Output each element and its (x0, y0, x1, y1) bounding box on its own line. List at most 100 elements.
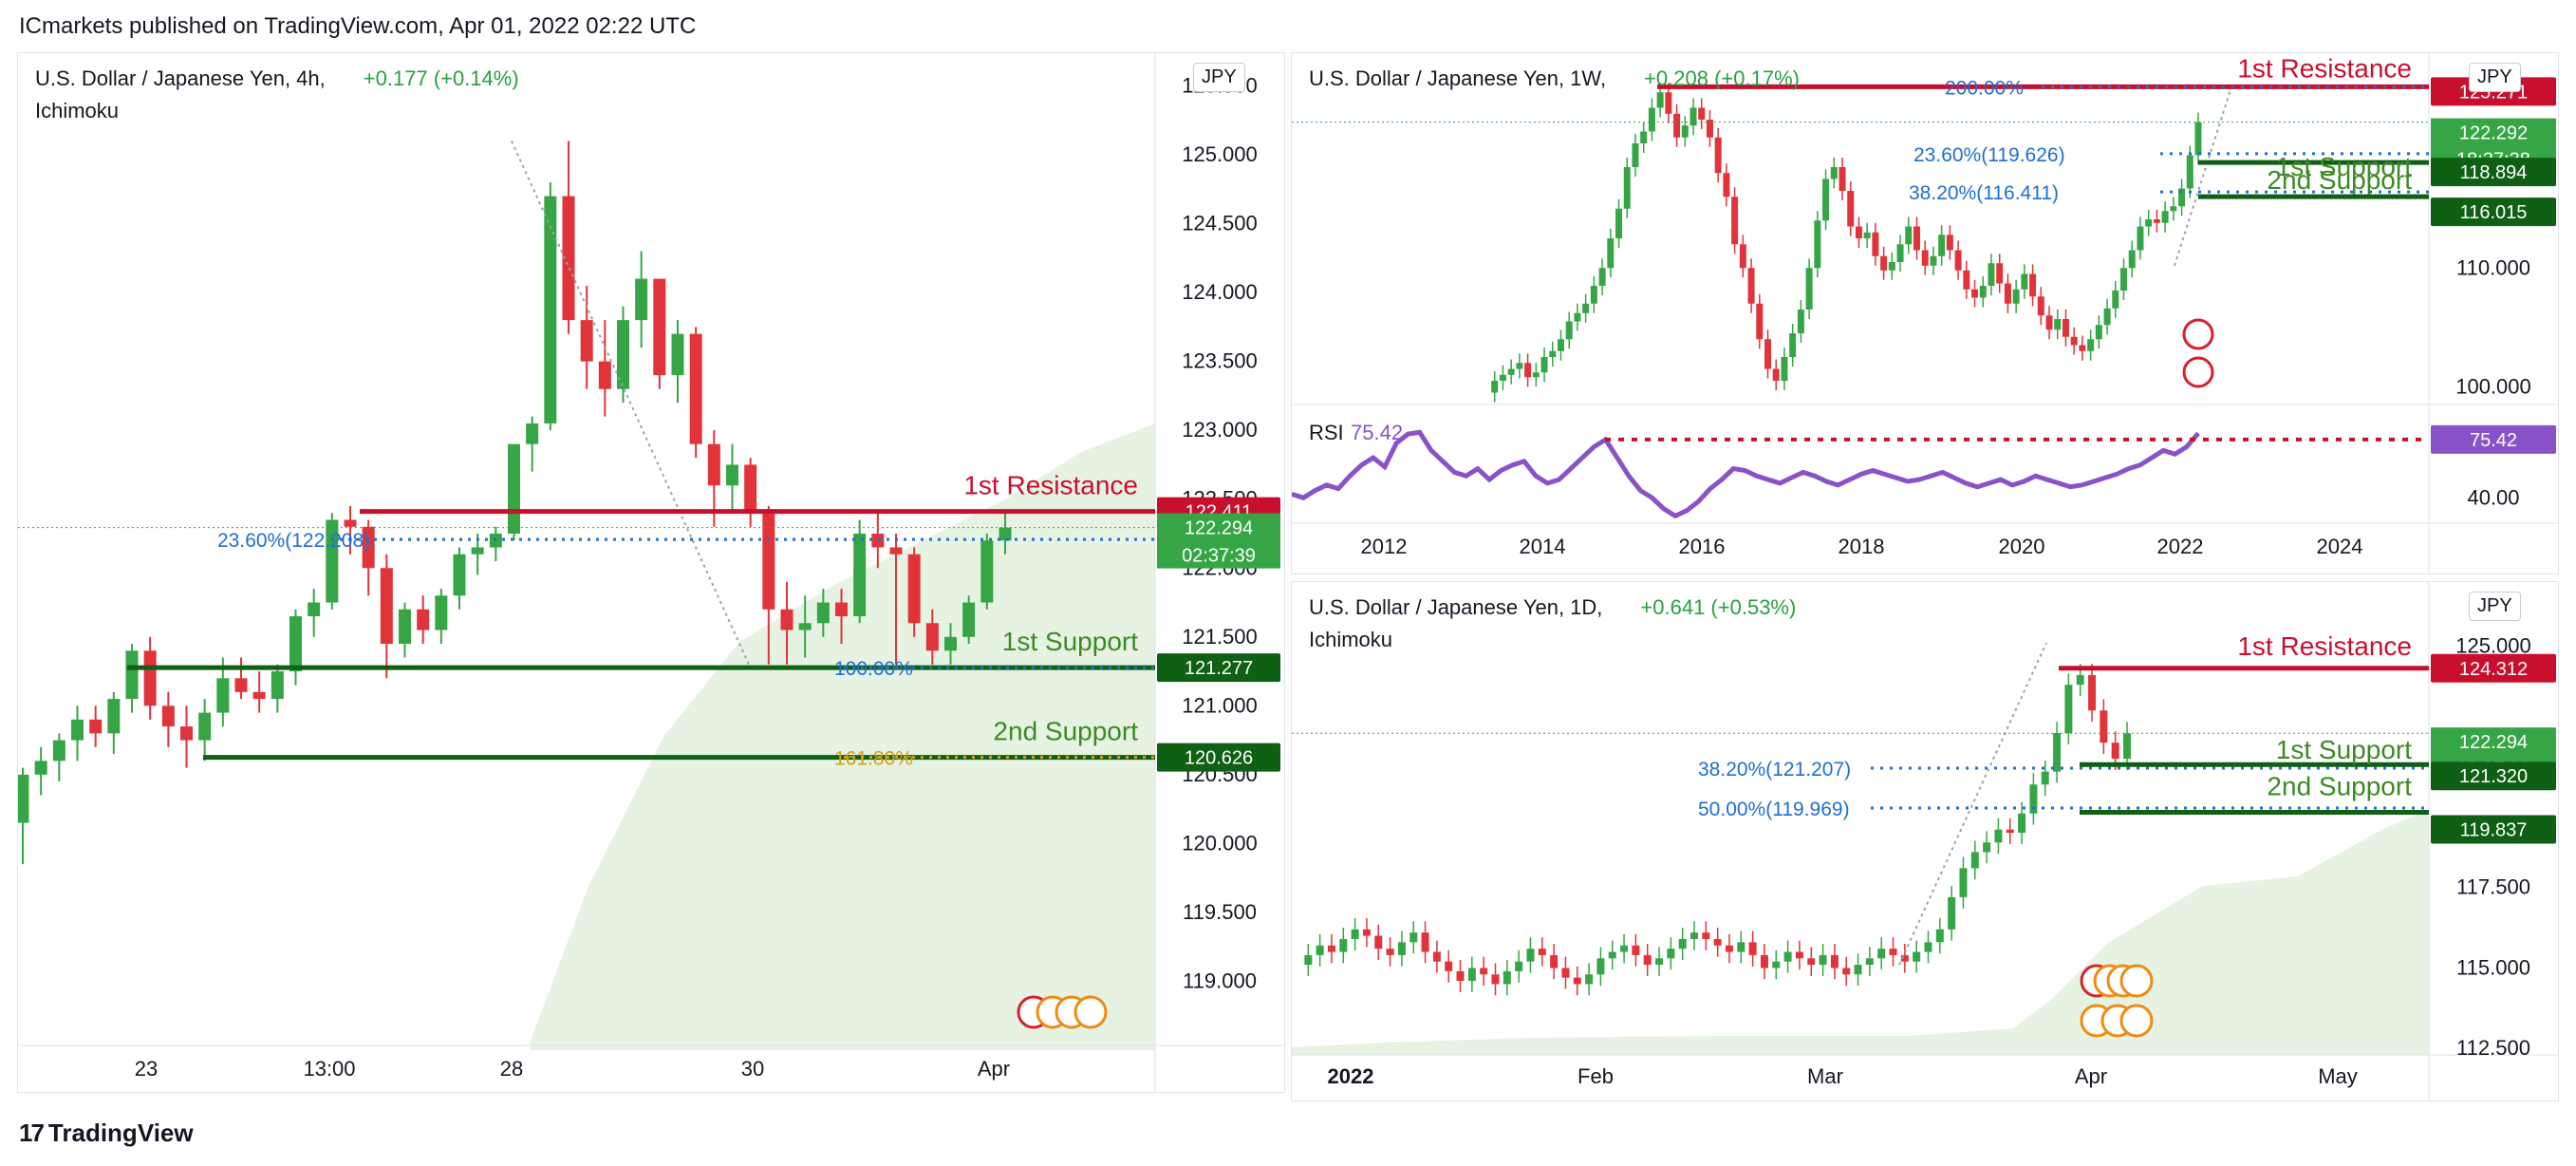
candle-body (1499, 374, 1506, 381)
y-tick-label: 124.500 (1182, 212, 1258, 235)
chart-panel-4h[interactable]: 125.500125.000124.500124.000123.500123.0… (17, 52, 1285, 1093)
level-price-tag: 116.015 (2460, 202, 2528, 223)
candle-body (635, 278, 648, 321)
legend-indicator: Ichimoku (1309, 628, 1393, 651)
candle-body (2161, 211, 2169, 223)
candle-body (362, 526, 375, 569)
candle-body (1480, 968, 1488, 975)
candle-body (1795, 951, 1803, 959)
fib-label: 200.00% (1945, 77, 2024, 99)
candle-body (1615, 208, 1623, 238)
level-label: 1st Resistance (963, 471, 1138, 500)
candle-body (1983, 842, 1991, 853)
candle-body (2079, 345, 2086, 351)
tradingview-logo-text: TradingView (47, 1119, 194, 1147)
candle-body (1805, 268, 1813, 310)
legend-change: +0.177 (+0.14%) (363, 66, 519, 90)
candle-body (1550, 954, 1559, 969)
candle-body (1731, 197, 1739, 245)
candle-body (380, 568, 393, 645)
candle-body (1632, 945, 1640, 955)
candle-body (1847, 191, 1855, 227)
candle-body (689, 333, 702, 444)
x-tick-label: Feb (1577, 1064, 1614, 1088)
candle-body (1913, 226, 1920, 251)
candle-body (1842, 968, 1851, 975)
candle-body (1963, 270, 1970, 290)
candle-body (1948, 896, 1956, 930)
y-tick-label: 124.000 (1182, 280, 1258, 304)
candle-body (1797, 310, 1804, 333)
last-price-tag-bg (1157, 513, 1280, 569)
candle-body (1339, 938, 1348, 952)
x-tick-label: 2016 (1679, 535, 1726, 558)
fib-guide-line (1898, 642, 2047, 966)
currency-button[interactable]: JPY (1193, 63, 1245, 92)
y-tick-label: 125.000 (1182, 142, 1258, 166)
level-price-tag-bg (1157, 653, 1280, 683)
candle-body (417, 609, 430, 630)
level-label: 1st Support (1002, 627, 1138, 656)
level-price-tag-bg (2431, 653, 2556, 683)
chart-panel-1w[interactable]: 110.000 100.000 2012 2014 2016 2018 2020 2022 20… (1291, 52, 2559, 574)
candle-body (1632, 143, 1639, 167)
candle-body (34, 761, 47, 775)
us-flag-icon (2182, 356, 2214, 388)
candle-body (1596, 958, 1605, 975)
candle-body (1888, 262, 1895, 271)
level-price-tag: 120.626 (1185, 748, 1253, 769)
currency-button[interactable]: JPY (2469, 63, 2521, 92)
candle-body (2062, 319, 2069, 337)
candle-body (2037, 296, 2044, 316)
candle-body (1561, 968, 1570, 978)
x-tick-label: 2012 (1361, 535, 1408, 558)
candle-body (1665, 92, 1672, 114)
candle-body (1713, 938, 1722, 946)
level-label: 2nd Support (2267, 165, 2412, 195)
y-tick-label: 110.000 (2456, 255, 2530, 279)
candle-body (399, 609, 411, 645)
candle-body (1557, 339, 1564, 351)
candle-body (671, 333, 684, 376)
candle-body (1574, 312, 1581, 322)
x-tick-label: 2020 (1999, 535, 2045, 558)
fib-label: 23.60%(119.626) (1913, 144, 2065, 166)
candle-body (1819, 954, 1827, 966)
candle-body (2018, 813, 2026, 834)
y-tick-label: 121.500 (1182, 625, 1258, 649)
candle-body (1582, 303, 1590, 313)
chart-1w[interactable]: 110.000 100.000 2012 2014 2016 2018 2020 2022 20… (1292, 53, 2558, 574)
chart-4h[interactable]: 125.500125.000124.500124.000123.500123.0… (18, 53, 1284, 1092)
candle-body (1706, 120, 1713, 138)
y-tick-label: 123.500 (1182, 349, 1258, 373)
currency-button[interactable]: JPY (2469, 592, 2521, 621)
level-price-tag-bg (2431, 815, 2556, 844)
tradingview-logo[interactable]: 17 TradingView (19, 1119, 194, 1148)
level-label: 1st Support (2276, 735, 2412, 764)
candle-body (1913, 951, 1921, 962)
fib-label: 38.20%(116.411) (1909, 182, 2059, 204)
chart-panel-1d[interactable]: 125.000 117.500 115.000 112.500 2022 Feb Mar Ap… (1291, 581, 2559, 1101)
x-tick-label: 2022 (2157, 535, 2204, 558)
candle-body (962, 602, 976, 637)
candle-body (1524, 363, 1532, 378)
candle-body (1590, 286, 1597, 304)
candle-body (2170, 206, 2177, 212)
candle-body (1540, 357, 1548, 373)
candle-body (526, 423, 539, 444)
candle-body (853, 533, 867, 617)
candle-body (1930, 255, 1937, 266)
y-tick-label: 112.500 (2456, 1036, 2530, 1060)
candle-body (726, 464, 738, 486)
candle-body (580, 320, 593, 362)
candle-body (1725, 945, 1733, 952)
candle-body (234, 678, 248, 692)
fib-label: 100.00% (834, 658, 913, 680)
legend-1w: U.S. Dollar / Japanese Yen, 1W, +0.208 (+… (1309, 63, 1800, 95)
legend-title: U.S. Dollar / Japanese Yen, 4h, (35, 66, 326, 90)
candle-body (1747, 268, 1755, 304)
candle-body (2029, 784, 2038, 814)
chart-1d[interactable]: 125.000 117.500 115.000 112.500 2022 Feb Mar Ap… (1292, 582, 2558, 1100)
candle-body (2120, 268, 2128, 291)
level-price-tag-bg (2431, 197, 2556, 227)
